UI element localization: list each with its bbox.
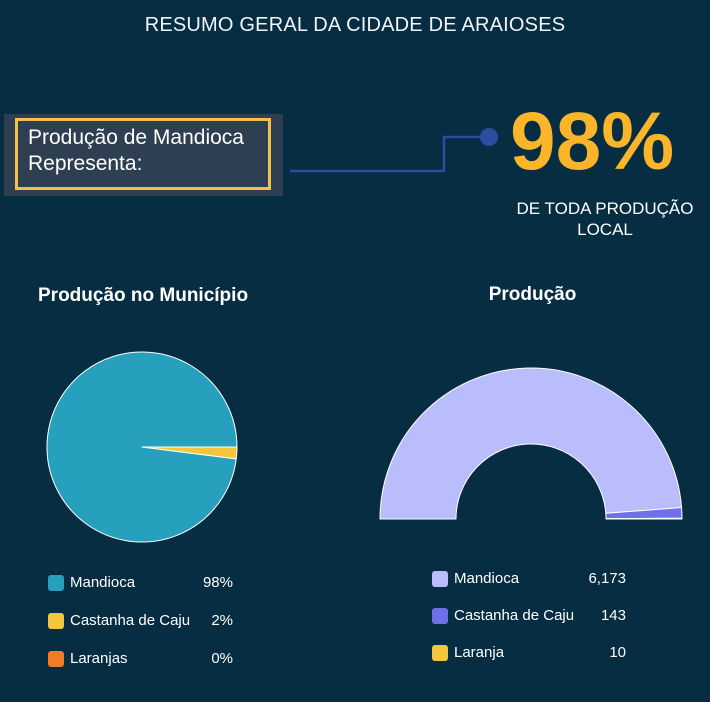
highlight-percentage: 98% (510, 96, 675, 187)
legend-value: 2% (211, 612, 233, 629)
pie-legend-item-castanha-de-caju: Castanha de Caju 2% (48, 612, 233, 632)
highlight-subtitle-line-1: DE TODA PRODUÇÃO (516, 199, 694, 218)
legend-value: 98% (202, 574, 233, 591)
pie-chart (46, 351, 238, 543)
legend-label: Castanha de Caju (454, 607, 575, 624)
legend-value: 143 (600, 607, 626, 624)
legend-label: Castanha de Caju (70, 612, 191, 629)
pie-legend-item-laranjas: Laranjas 0% (48, 650, 233, 670)
legend-label: Laranjas (70, 650, 128, 667)
legend-swatch (432, 608, 448, 624)
legend-label: Mandioca (70, 574, 136, 591)
donut-chart-title: Produção (488, 284, 577, 305)
pie-chart-title: Produção no Município (38, 285, 249, 306)
highlight-subtitle-line-2: LOCAL (577, 220, 633, 239)
donut-legend-item-mandioca: Mandioca 6,173 (432, 570, 626, 590)
legend-swatch (432, 571, 448, 587)
donut-segment-laranja (605, 517, 683, 520)
legend-value: 0% (211, 650, 233, 667)
legend-swatch (48, 651, 64, 667)
page-title: RESUMO GERAL DA CIDADE DE ARAIOSES (144, 14, 566, 36)
highlight-subtitle: DE TODA PRODUÇÃO LOCAL (505, 198, 705, 240)
legend-label: Laranja (454, 644, 505, 661)
half-donut-chart (379, 367, 683, 520)
pie-legend-item-mandioca: Mandioca 98% (48, 574, 233, 594)
donut-legend-item-laranja: Laranja 10 (432, 644, 626, 664)
legend-label: Mandioca (454, 570, 520, 587)
callout-line-2: Representa: (28, 152, 143, 175)
pie-slice-castanha-de-caju (141, 446, 238, 460)
callout-box (15, 118, 271, 190)
legend-swatch (48, 613, 64, 629)
callout-text: Produção de Mandioca Representa: (28, 125, 268, 177)
legend-value: 10 (609, 644, 626, 661)
legend-value: 6,173 (588, 570, 626, 587)
callout-line-1: Produção de Mandioca (28, 126, 244, 149)
connector-line (290, 135, 488, 173)
legend-swatch (48, 575, 64, 591)
donut-segment-mandioca (379, 367, 683, 520)
donut-legend-item-castanha-de-caju: Castanha de Caju 143 (432, 607, 626, 627)
connector-dot (480, 128, 498, 146)
legend-swatch (432, 645, 448, 661)
